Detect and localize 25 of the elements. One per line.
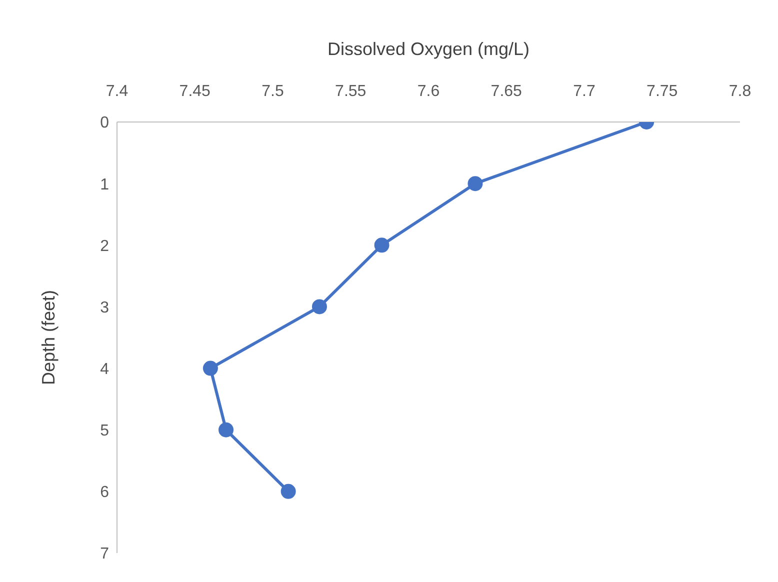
point <box>202 360 218 376</box>
point <box>280 484 296 499</box>
x-tick-label: 7.4 <box>106 83 128 100</box>
y-tick-label: 3 <box>100 299 110 316</box>
x-tick-label: 7.65 <box>490 83 522 100</box>
x-tick-label: 7.6 <box>417 83 440 100</box>
x-tick-label: 7.45 <box>179 83 211 100</box>
point <box>468 176 483 192</box>
y-tick-label: 0 <box>100 114 110 132</box>
x-tick-label: 7.5 <box>262 83 284 100</box>
y-tick-label: 5 <box>100 422 110 440</box>
y-tick-label: 4 <box>100 360 110 378</box>
x-axis-title: Dissolved Oxygen (mg/L) <box>327 38 530 59</box>
point <box>218 422 234 438</box>
x-tick-label: 7.7 <box>573 83 596 100</box>
point <box>312 299 327 314</box>
y-tick-label: 7 <box>100 546 110 563</box>
x-tick-label: 7.75 <box>646 83 678 100</box>
x-tick-label: 7.8 <box>728 83 752 100</box>
x-tick-label: 7.55 <box>335 83 366 100</box>
y-tick-label: 6 <box>100 484 110 502</box>
y-tick-label: 2 <box>100 238 110 255</box>
y-axis-title: Depth (feet) <box>38 290 58 386</box>
point <box>374 238 390 253</box>
y-tick-label: 1 <box>100 176 110 194</box>
